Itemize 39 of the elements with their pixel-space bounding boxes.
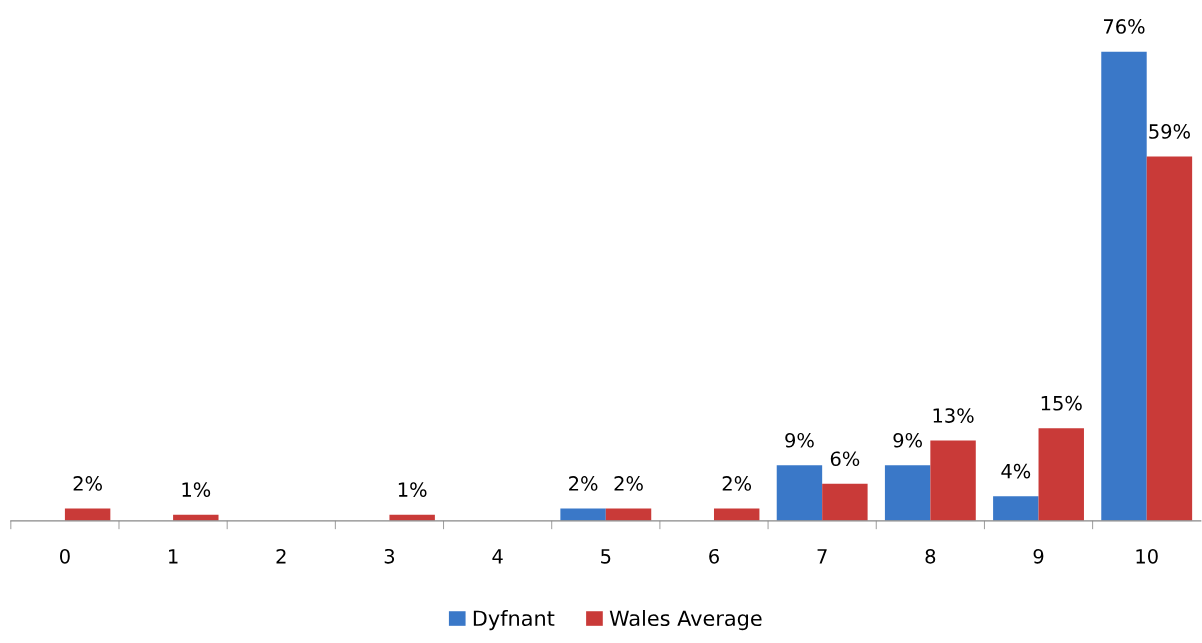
data-label: 2% bbox=[569, 476, 598, 491]
x-tick-label: 9 bbox=[1033, 548, 1044, 564]
data-label: 1% bbox=[398, 482, 427, 497]
data-label: 1% bbox=[182, 482, 211, 497]
legend-label: Dyfnant bbox=[473, 609, 555, 631]
data-label: 6% bbox=[830, 451, 860, 467]
bar bbox=[993, 496, 1039, 521]
x-tick-label: 3 bbox=[384, 548, 395, 564]
bar bbox=[776, 465, 823, 521]
bar bbox=[1146, 156, 1193, 521]
data-label: 2% bbox=[614, 476, 643, 491]
x-tick-label: 7 bbox=[817, 549, 827, 564]
bar bbox=[930, 440, 976, 521]
data-label: 4% bbox=[1001, 463, 1031, 479]
data-label: 76% bbox=[1103, 19, 1145, 34]
x-tick-label: 0 bbox=[60, 548, 70, 564]
x-tick-label: 1 bbox=[169, 549, 178, 564]
bar bbox=[1101, 51, 1147, 521]
bar bbox=[605, 508, 652, 521]
legend-label: Wales Average bbox=[609, 609, 762, 631]
x-tick-label: 8 bbox=[925, 548, 936, 564]
x-tick-label: 2 bbox=[276, 548, 286, 564]
bar bbox=[822, 483, 868, 521]
data-label: 2% bbox=[73, 476, 102, 491]
data-label: 59% bbox=[1149, 124, 1190, 139]
bar bbox=[713, 508, 760, 521]
bar bbox=[884, 465, 931, 521]
x-tick-label: 10 bbox=[1136, 548, 1158, 564]
x-tick-label: 5 bbox=[601, 549, 611, 564]
bar bbox=[1038, 428, 1084, 521]
data-label: 15% bbox=[1041, 395, 1082, 411]
data-label: 9% bbox=[893, 432, 922, 448]
x-tick-label: 6 bbox=[709, 548, 719, 564]
bar bbox=[64, 508, 111, 521]
data-label: 13% bbox=[933, 408, 974, 423]
data-label: 2% bbox=[722, 476, 752, 491]
data-label: 9% bbox=[785, 432, 814, 448]
x-tick-label: 4 bbox=[492, 549, 503, 564]
bar bbox=[560, 508, 606, 521]
